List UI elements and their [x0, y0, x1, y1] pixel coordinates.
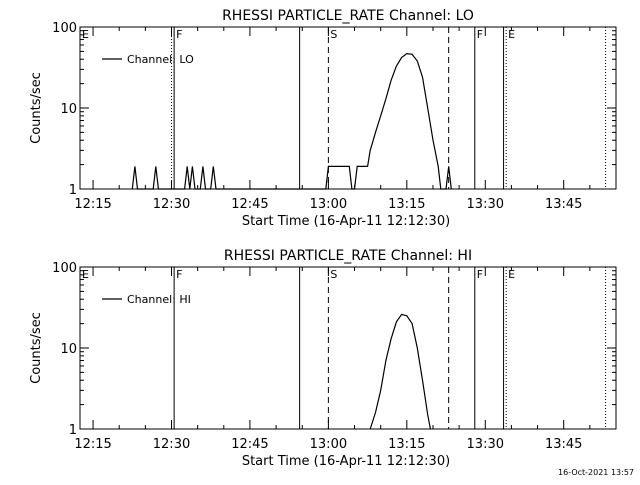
marker-label: S [330, 268, 337, 281]
x-tick-label: 13:15 [388, 197, 425, 212]
marker-label: E [508, 268, 515, 281]
marker-label: E [508, 28, 515, 41]
data-series-hi [369, 313, 431, 430]
chart-title-lo: RHESSI PARTICLE_RATE Channel: LO [222, 8, 474, 24]
x-tick-label: 12:45 [231, 197, 268, 212]
y-tick-label: 100 [52, 21, 77, 36]
x-tick-label: 13:00 [310, 437, 347, 452]
x-axis-label-hi: Start Time (16-Apr-11 12:12:30) [242, 454, 450, 469]
marker-label: E [82, 28, 89, 41]
y-tick-label: 100 [52, 261, 77, 276]
y-axis-label-hi: Counts/sec [29, 312, 44, 384]
x-tick-label: 12:15 [74, 197, 111, 212]
marker-label: E [82, 268, 89, 281]
x-axis-label-lo: Start Time (16-Apr-11 12:12:30) [242, 214, 450, 229]
plot-frame-lo [79, 26, 617, 190]
marker-label: F [477, 268, 483, 281]
legend-label-hi: Channel: HI [127, 293, 191, 306]
y-tick-label: 1 [69, 423, 77, 438]
x-tick-label: 12:45 [231, 437, 268, 452]
marker-label: F [176, 268, 182, 281]
footer-timestamp: 16-Oct-2021 13:57 [558, 468, 634, 477]
x-tick-label: 12:30 [153, 437, 190, 452]
y-tick-label: 10 [60, 342, 77, 357]
x-tick-label: 13:30 [467, 197, 504, 212]
legend-label-lo: Channel: LO [127, 53, 194, 66]
x-tick-label: 13:15 [388, 437, 425, 452]
marker-label: F [477, 28, 483, 41]
y-tick-label: 10 [60, 102, 77, 117]
x-tick-label: 12:30 [153, 197, 190, 212]
x-tick-label: 13:45 [545, 197, 582, 212]
marker-label: F [176, 28, 182, 41]
x-tick-label: 13:00 [310, 197, 347, 212]
plot-frame-hi [79, 266, 617, 430]
y-axis-label-lo: Counts/sec [29, 72, 44, 144]
x-tick-label: 13:45 [545, 437, 582, 452]
data-series-lo [131, 52, 452, 190]
y-tick-label: 1 [69, 183, 77, 198]
marker-label: S [330, 28, 337, 41]
chart-title-hi: RHESSI PARTICLE_RATE Channel: HI [224, 248, 472, 264]
x-tick-label: 12:15 [74, 437, 111, 452]
x-tick-label: 13:30 [467, 437, 504, 452]
